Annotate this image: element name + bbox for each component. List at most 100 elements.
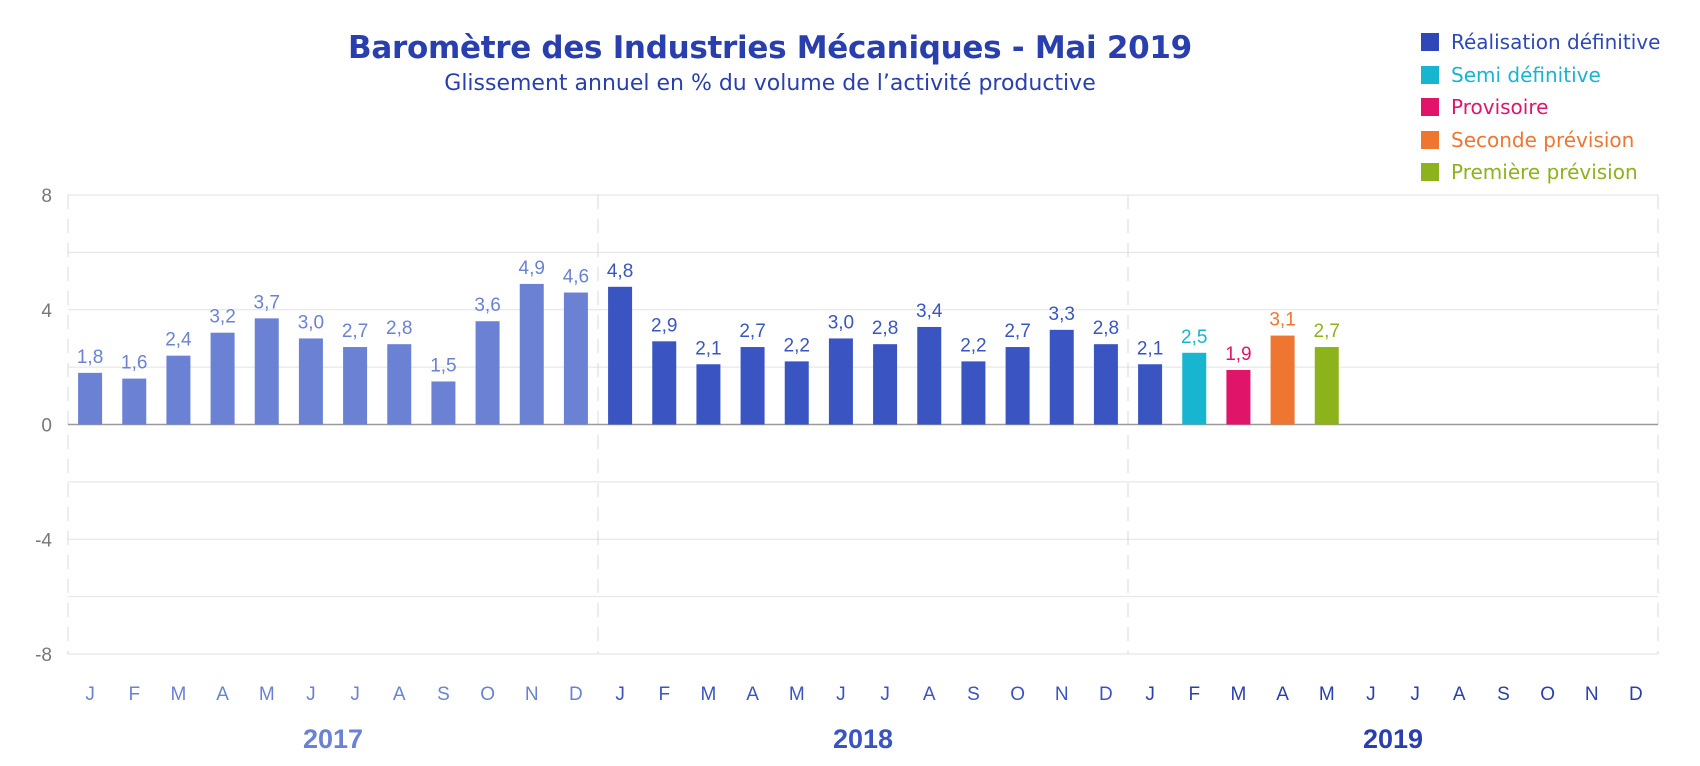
data-label: 2,8 [1093,318,1119,339]
data-label: 2,7 [739,321,765,342]
data-label: 3,0 [828,312,854,333]
x-tick-label: N [1585,684,1599,705]
bar [652,341,677,425]
y-tick-label: 4 [41,301,52,322]
x-tick-label: M [789,684,805,705]
legend-item-semi-definitive: Semi définitive [1421,59,1660,92]
x-tick-label: J [1366,684,1376,705]
x-tick-label: A [923,684,936,705]
x-tick-label: D [1629,684,1643,705]
data-label: 2,4 [165,330,192,351]
data-label: 2,7 [342,321,368,342]
bar [696,364,721,425]
y-tick-label: -8 [35,645,52,666]
data-label: 3,3 [1049,304,1075,325]
bar [1138,364,1163,425]
bar [210,332,235,425]
x-tick-label: J [1410,684,1420,705]
legend-item-realisation-definitive: Réalisation définitive [1421,26,1660,59]
data-label: 1,6 [121,353,147,374]
legend-swatch [1421,98,1439,117]
bar [519,283,544,425]
bar [917,326,942,425]
bar [254,318,279,425]
data-label: 2,8 [386,318,412,339]
data-label: 3,1 [1269,310,1295,331]
x-tick-label: M [259,684,275,705]
data-label: 2,1 [1137,338,1163,359]
x-tick-label: J [880,684,890,705]
legend: Réalisation définitive Semi définitive P… [1421,26,1660,189]
data-label: 3,6 [474,295,500,316]
x-tick-label: M [1231,684,1247,705]
data-label: 3,4 [916,301,943,322]
year-label: 2017 [303,724,363,754]
bar [1093,344,1118,425]
bar [784,361,809,425]
bar [1049,329,1074,425]
data-label: 2,9 [651,315,677,336]
data-label: 2,7 [1004,321,1030,342]
data-label: 2,5 [1181,327,1207,348]
chart-subtitle: Glissement annuel en % du volume de l’ac… [444,71,1096,96]
bar [1270,335,1295,425]
legend-swatch [1421,130,1439,149]
x-tick-label: M [701,684,717,705]
legend-swatch [1421,65,1439,84]
data-label: 4,9 [519,258,545,279]
bar [122,378,147,425]
y-tick-label: 0 [41,416,52,437]
bar [78,372,103,425]
x-tick-label: O [1540,684,1555,705]
x-tick-label: A [216,684,229,705]
legend-swatch [1421,163,1439,182]
x-tick-label: J [615,684,625,705]
year-label: 2018 [833,724,893,754]
data-label: 1,5 [430,355,456,376]
x-tick-label: A [393,684,406,705]
x-tick-label: S [437,684,450,705]
x-tick-label: F [658,684,670,705]
x-tick-label: N [525,684,539,705]
x-tick-label: A [1276,684,1289,705]
year-label: 2019 [1363,724,1423,754]
x-tick-label: F [1188,684,1200,705]
bar [563,292,588,425]
x-tick-label: A [746,684,759,705]
x-tick-label: O [1010,684,1025,705]
legend-swatch [1421,33,1439,52]
x-tick-label: F [128,684,140,705]
x-tick-label: O [480,684,495,705]
bar [166,355,191,425]
x-tick-label: A [1453,684,1466,705]
legend-label: Provisoire [1451,95,1549,120]
legend-label: Réalisation définitive [1451,30,1661,55]
x-tick-label: D [1099,684,1113,705]
x-tick-label: J [350,684,360,705]
data-label: 2,2 [784,335,810,356]
bar [873,344,898,425]
bar [961,361,986,425]
x-tick-label: S [967,684,980,705]
data-label: 1,9 [1225,344,1251,365]
bar [1182,352,1207,425]
x-tick-label: J [306,684,316,705]
bar [431,381,456,425]
bar [828,338,853,425]
bar [475,321,500,425]
y-tick-label: 8 [41,186,52,207]
legend-item-premiere-prevision: Première prévision [1421,156,1660,189]
bar [740,347,765,425]
x-tick-label: N [1055,684,1069,705]
data-label: 3,2 [209,307,235,328]
data-label: 2,7 [1314,321,1340,342]
x-tick-label: D [569,684,583,705]
bar [343,347,368,425]
y-tick-label: -4 [35,530,52,551]
data-label: 3,7 [254,292,280,313]
x-tick-label: J [1145,684,1155,705]
x-tick-label: S [1497,684,1510,705]
legend-item-seconde-prevision: Seconde prévision [1421,124,1660,157]
bar [1005,347,1030,425]
